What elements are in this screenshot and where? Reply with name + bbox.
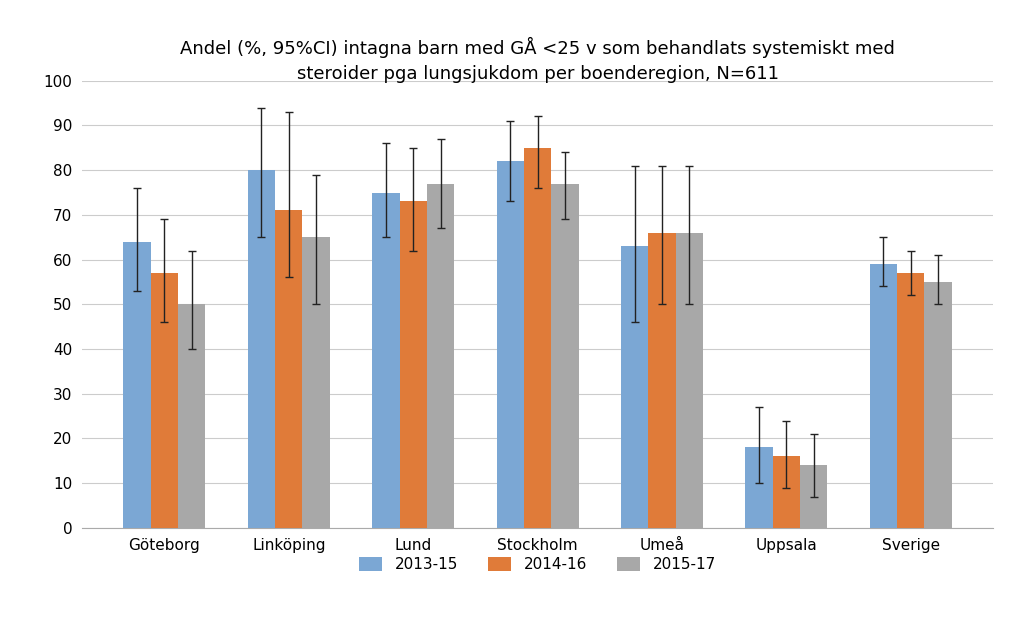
Bar [302,237,330,528]
Bar [497,161,524,528]
Bar [745,447,773,528]
Bar [897,273,925,528]
Bar [248,170,275,528]
Title: Andel (%, 95%CI) intagna barn med GÅ <25 v som behandlats systemiskt med
steroid: Andel (%, 95%CI) intagna barn med GÅ <25… [180,37,895,83]
Bar [151,273,178,528]
Bar [869,264,897,528]
Bar [372,193,399,528]
Bar [773,456,800,528]
Bar [178,304,206,528]
Bar [399,201,427,528]
Bar [275,211,302,528]
Bar [925,282,952,528]
Bar [676,233,703,528]
Bar [648,233,676,528]
Bar [551,184,579,528]
Bar [621,246,648,528]
Bar [427,184,455,528]
Bar [800,465,827,528]
Bar [123,242,151,528]
Legend: 2013-15, 2014-16, 2015-17: 2013-15, 2014-16, 2015-17 [353,551,722,578]
Bar [524,148,551,528]
